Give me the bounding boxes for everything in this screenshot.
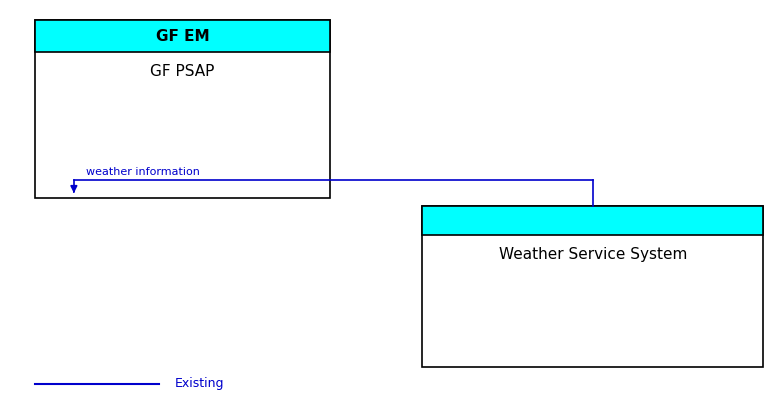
Text: GF PSAP: GF PSAP xyxy=(150,64,215,80)
Text: weather information: weather information xyxy=(85,167,200,177)
Bar xyxy=(423,206,763,368)
Text: Existing: Existing xyxy=(175,377,224,390)
Text: GF EM: GF EM xyxy=(156,29,209,44)
Bar xyxy=(35,20,330,52)
Bar xyxy=(423,206,763,235)
Bar xyxy=(35,20,330,198)
Text: Weather Service System: Weather Service System xyxy=(499,247,687,262)
